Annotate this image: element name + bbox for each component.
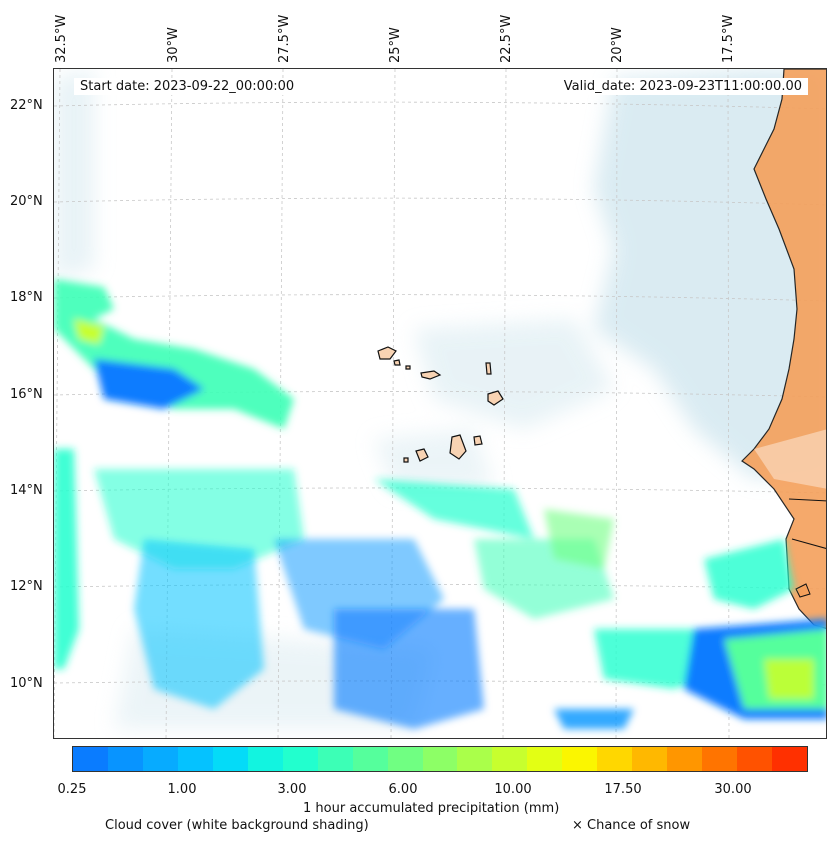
- colorbar-cell: [562, 747, 598, 771]
- lat-label: 18°N: [10, 290, 43, 305]
- colorbar-cell: [317, 747, 353, 771]
- precip-area: [54, 449, 79, 669]
- colorbar-tick-label: 3.00: [277, 782, 307, 797]
- colorbar-cell: [282, 747, 318, 771]
- precip-area: [374, 479, 534, 539]
- colorbar-cell: [737, 747, 773, 771]
- start-date-label: Start date: 2023-09-22_00:00:00: [74, 78, 301, 95]
- colorbar-cell: [772, 747, 808, 771]
- colorbar-tick-label: 6.00: [388, 782, 418, 797]
- lon-gridline: [502, 69, 507, 738]
- colorbar-tick-label: 17.50: [604, 782, 642, 797]
- africa-mainland: [741, 69, 826, 630]
- precip-area: [544, 509, 614, 569]
- colorbar-cell: [107, 747, 143, 771]
- colorbar-cell: [387, 747, 423, 771]
- gambia-border: [788, 498, 826, 502]
- lon-label: 27.5°W: [277, 14, 292, 63]
- colorbar-cell: [422, 747, 458, 771]
- lat-label: 22°N: [10, 98, 43, 113]
- lat-gridline: [54, 197, 826, 206]
- colorbar-cell: [247, 747, 283, 771]
- precip-area: [74, 319, 104, 344]
- island-sao-nicolau: [420, 370, 442, 380]
- coastal-islands: [795, 583, 811, 598]
- colorbar-cell: [352, 747, 388, 771]
- lat-gridline: [54, 294, 826, 302]
- colorbar-tick-label: 30.00: [714, 782, 752, 797]
- africa-mainland-fade: [754, 429, 826, 489]
- precip-area: [94, 359, 204, 409]
- colorbar-cell: [492, 747, 528, 771]
- cloud-cover-shade: [414, 319, 614, 429]
- lon-label: 32.5°W: [54, 14, 69, 63]
- guinea-border: [791, 538, 826, 549]
- lon-label: 20°W: [610, 27, 625, 63]
- colorbar-cell: [142, 747, 178, 771]
- island-brava: [403, 457, 409, 463]
- island-maio: [473, 435, 483, 446]
- lon-label: 22.5°W: [499, 14, 514, 63]
- island-santiago: [449, 434, 467, 460]
- colorbar-cell: [632, 747, 668, 771]
- island-sao-vicente: [393, 359, 401, 366]
- colorbar-cell: [73, 747, 108, 771]
- precip-area: [334, 609, 484, 729]
- valid-date-label: Valid_date: 2023-09-23T11:00:00.00: [557, 78, 808, 95]
- colorbar-tick-label: 1.00: [167, 782, 197, 797]
- colorbar-tick-label: 10.00: [494, 782, 532, 797]
- lat-gridline: [54, 101, 826, 110]
- precip-area: [764, 659, 814, 699]
- precip-area: [704, 539, 794, 609]
- colorbar-cell: [597, 747, 633, 771]
- colorbar-cell: [212, 747, 248, 771]
- precip-area: [54, 279, 294, 429]
- island-sal: [485, 362, 492, 375]
- colorbar-cell: [527, 747, 563, 771]
- colorbar-cell: [702, 747, 738, 771]
- lat-label: 12°N: [10, 579, 43, 594]
- lon-label: 17.5°W: [721, 14, 736, 63]
- lat-label: 14°N: [10, 483, 43, 498]
- lon-gridline: [615, 69, 618, 738]
- colorbar-cell: [457, 747, 493, 771]
- snow-note: × Chance of snow: [572, 818, 691, 833]
- precip-area: [134, 539, 264, 709]
- lat-label: 20°N: [10, 194, 43, 209]
- island-santo-antao: [377, 346, 397, 360]
- lat-label: 16°N: [10, 387, 43, 402]
- colorbar-cell: [177, 747, 213, 771]
- lat-label: 10°N: [10, 676, 43, 691]
- lon-gridline: [277, 69, 284, 738]
- cloud-cover-note: Cloud cover (white background shading): [105, 818, 369, 833]
- colorbar-tick-label: 0.25: [57, 782, 87, 797]
- lon-label: 30°W: [166, 27, 181, 63]
- lon-label: 25°W: [388, 27, 403, 63]
- cape-verde-islands: [377, 346, 504, 463]
- cloud-cover-shade: [54, 69, 94, 279]
- island-fogo: [415, 448, 429, 462]
- map-canvas: [54, 69, 826, 738]
- africa-land: [741, 69, 826, 630]
- precip-area: [554, 709, 634, 729]
- colorbar-title: 1 hour accumulated precipitation (mm): [303, 801, 560, 816]
- colorbar-cell: [667, 747, 703, 771]
- precip-colorbar: [72, 746, 808, 772]
- map-panel: Start date: 2023-09-22_00:00:00 Valid_da…: [53, 68, 827, 739]
- island-santa-luzia: [405, 365, 411, 370]
- island-boa-vista: [487, 390, 504, 406]
- precipitation-layer: [54, 279, 826, 729]
